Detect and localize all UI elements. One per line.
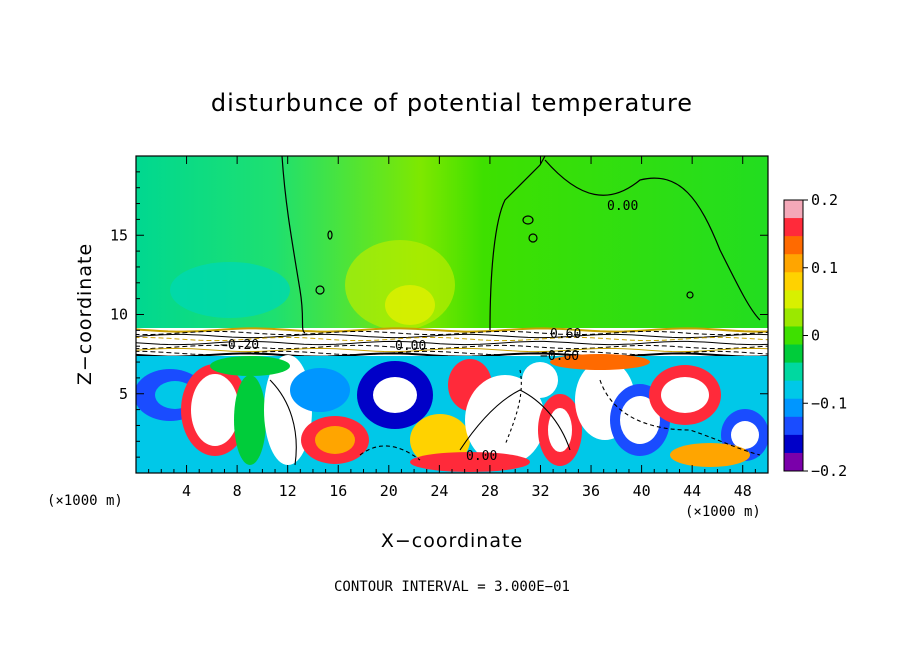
colorbar-swatch — [784, 290, 803, 309]
y-tick-label: 5 — [119, 385, 128, 403]
eddy-region — [410, 452, 530, 472]
lower-contour-2 — [269, 379, 297, 466]
x-tick-label: 44 — [683, 482, 701, 500]
interface-line — [136, 333, 768, 339]
interface-line — [136, 327, 768, 333]
contour-label: −0.60 — [540, 349, 579, 364]
contour-label: 0.60 — [550, 327, 581, 342]
x-axis: 4 8 12 16 20 24 28 32 36 40 44 48 — [148, 156, 756, 500]
x-tick-label: 28 — [481, 482, 499, 500]
eddy-region — [731, 421, 759, 449]
contour-loop — [522, 215, 534, 225]
colorbar-swatch — [784, 344, 803, 364]
colorbar-swatch — [784, 362, 803, 382]
contour-loop — [327, 230, 333, 240]
x-tick-label: 36 — [582, 482, 600, 500]
colorbar-swatch — [784, 434, 803, 454]
colorbar-tick-label: 0 — [811, 327, 820, 345]
lower-contour-1 — [459, 389, 571, 451]
colorbar-swatch — [784, 452, 803, 472]
interface-line — [136, 330, 768, 336]
x-tick-label: 12 — [279, 482, 297, 500]
interface-line — [136, 344, 768, 350]
colorbar-swatch — [784, 200, 803, 219]
contour-loop — [686, 291, 694, 299]
eddy-region — [191, 374, 239, 446]
eddy-region — [522, 362, 558, 398]
eddy-region — [670, 443, 750, 467]
upper-cyan-patch — [170, 262, 290, 318]
interface-line — [136, 347, 768, 353]
contour-labels: 0.00 0.00 0.60 −0.20 −0.60 0.00 — [220, 199, 638, 464]
eddy-region — [373, 377, 417, 413]
eddy-region — [465, 375, 545, 465]
colorbar-swatch — [784, 254, 803, 273]
x-tick-label: 8 — [233, 482, 242, 500]
lower-contours — [269, 369, 761, 466]
colorbar-swatch — [784, 272, 803, 291]
x-tick-label: 16 — [329, 482, 347, 500]
eddy-region — [290, 368, 350, 412]
x-axis-label: X−coordinate — [381, 530, 523, 552]
colorbar-ticks: 0.2 0.1 0 −0.1 −0.2 — [803, 191, 847, 480]
lower-contour-4 — [359, 445, 421, 461]
eddy-region — [661, 377, 709, 413]
eddy-region — [315, 426, 355, 454]
y-axis: 5 10 15 — [110, 171, 768, 458]
upper-contour-mid — [489, 156, 546, 331]
eddy-region — [550, 354, 650, 370]
contour-loop — [315, 285, 325, 295]
colorbar-swatch — [784, 380, 803, 400]
colorbar-swatch — [784, 416, 803, 436]
contour-label: 0.00 — [395, 339, 426, 354]
x-tick-label: 24 — [430, 482, 448, 500]
upper-contours — [281, 156, 761, 334]
upper-yellow-core — [385, 285, 435, 325]
colorbar-swatch — [784, 218, 803, 237]
x-tick-label: 48 — [734, 482, 752, 500]
colorbar-swatch — [784, 308, 803, 327]
upper-contour-left — [281, 156, 306, 334]
lower-layer-eddies — [136, 354, 768, 472]
contour-label: −0.20 — [220, 338, 259, 353]
y-tick-label: 15 — [110, 226, 128, 244]
contour-label: 0.00 — [607, 199, 638, 214]
colorbar-tick-label: 0.1 — [811, 259, 838, 277]
chart-title: disturbunce of potential temperature — [211, 89, 693, 117]
contour-interval-note: CONTOUR INTERVAL = 3.000E−01 — [334, 579, 570, 595]
contour-label: 0.00 — [466, 449, 497, 464]
interface-line — [136, 340, 768, 346]
interface-line — [136, 336, 768, 342]
x-unit-label-left: (×1000 m) — [47, 493, 123, 509]
x-tick-label: 32 — [531, 482, 549, 500]
contour-loop — [528, 233, 538, 243]
colorbar-tick-label: 0.2 — [811, 191, 838, 209]
colorbar-swatch — [784, 236, 803, 255]
colorbar-swatch — [784, 326, 803, 346]
upper-contour-right — [544, 159, 761, 321]
x-tick-label: 40 — [633, 482, 651, 500]
colorbar-tick-label: −0.1 — [811, 394, 847, 412]
x-tick-label: 20 — [380, 482, 398, 500]
x-unit-label-right: (×1000 m) — [685, 504, 761, 520]
colorbar-tick-label: −0.2 — [811, 462, 847, 480]
colorbar — [783, 199, 804, 472]
y-tick-label: 10 — [110, 306, 128, 324]
x-tick-label: 4 — [182, 482, 191, 500]
lower-contour-3 — [599, 379, 761, 456]
eddy-region — [620, 396, 660, 444]
eddy-region — [234, 375, 266, 465]
plot-area — [136, 156, 768, 473]
colorbar-swatch — [784, 398, 803, 418]
eddy-region — [210, 356, 290, 376]
y-axis-label: Z−coordinate — [74, 243, 96, 385]
lower-contour-5 — [504, 369, 522, 446]
